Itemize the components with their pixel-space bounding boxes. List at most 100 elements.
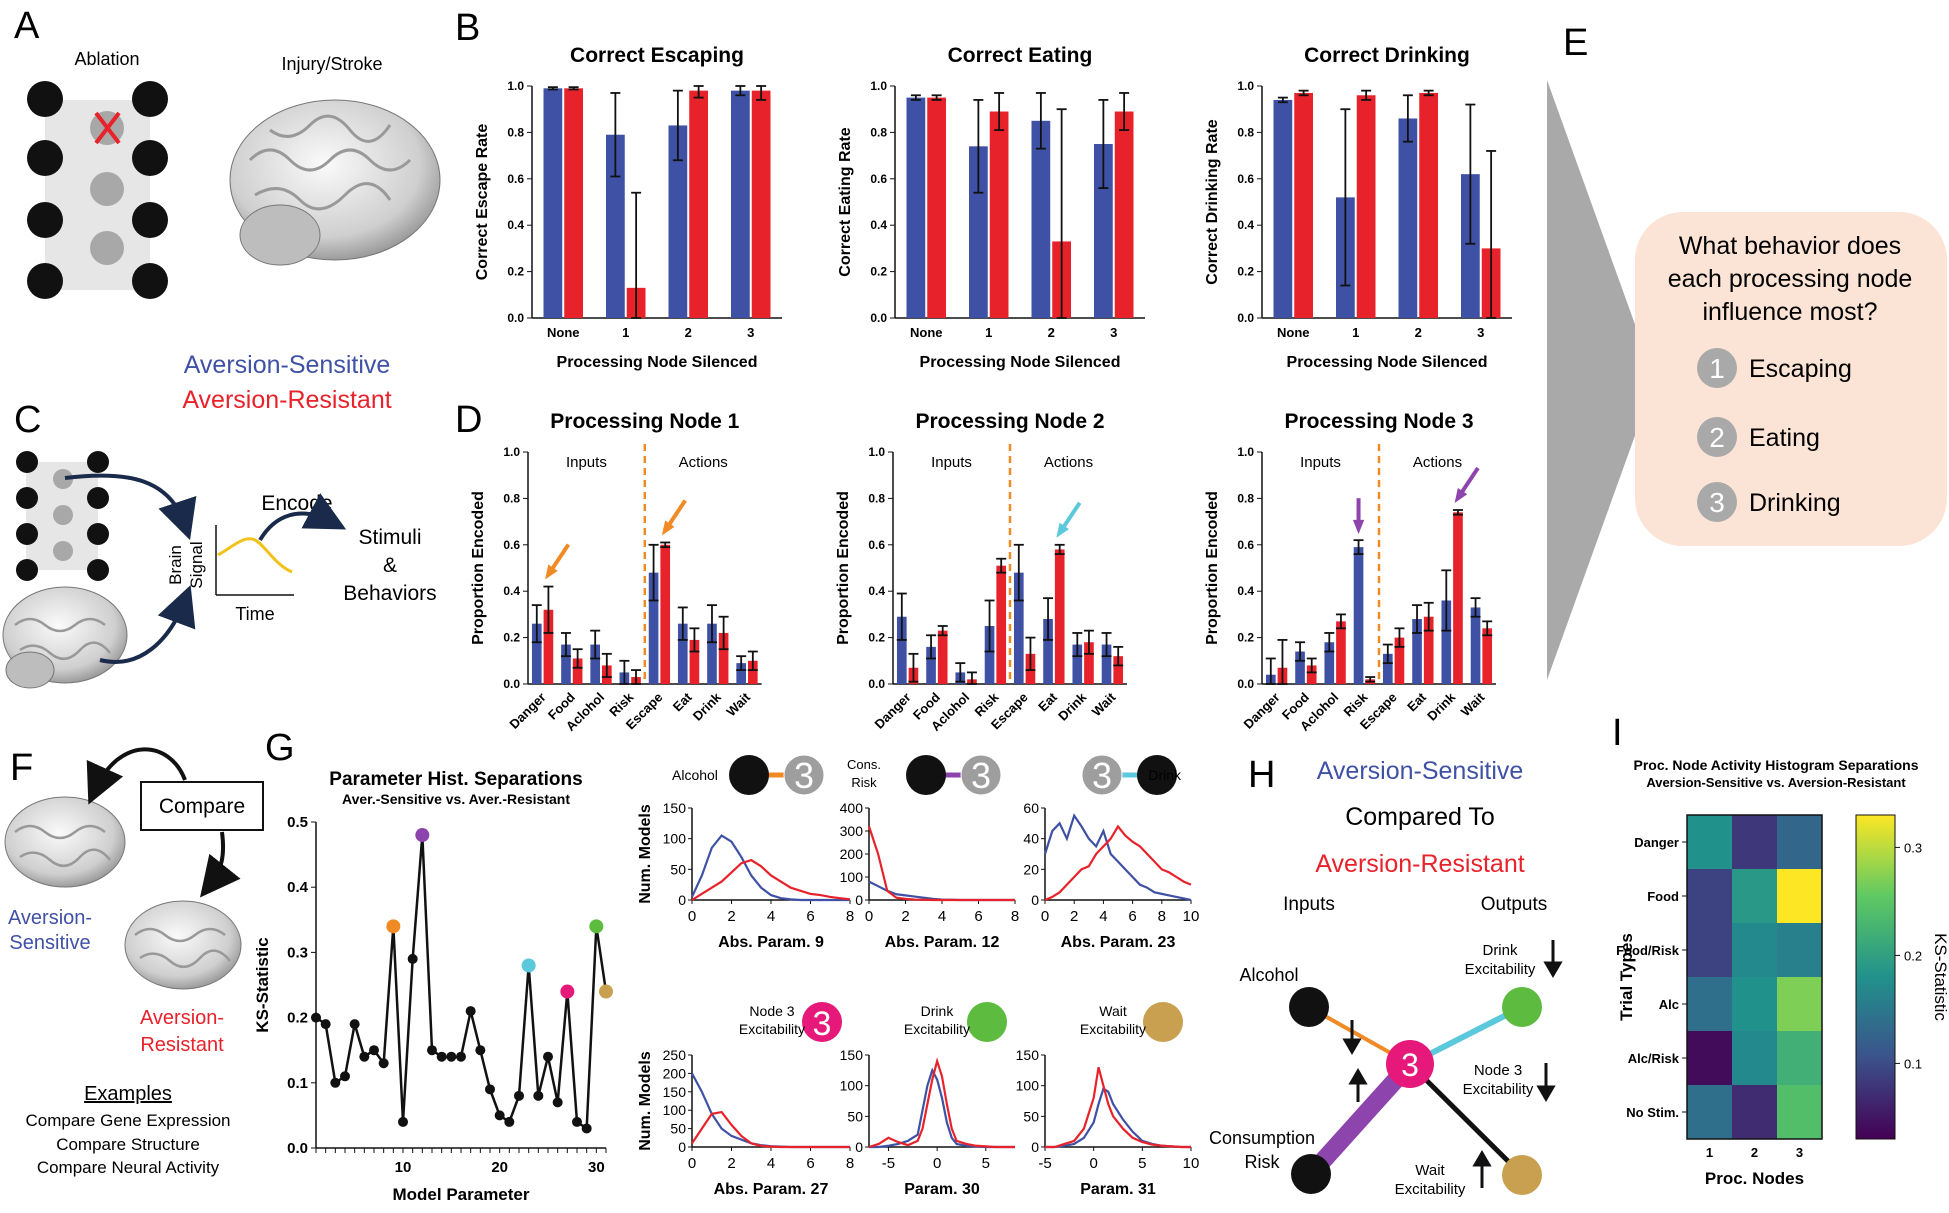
x-tick-label: 8 — [846, 1155, 854, 1172]
list-item: 3 Drinking — [1697, 482, 1841, 522]
node-number: 3 — [813, 1005, 832, 1043]
histogram-param-12: 0 100 200 300 400 0 2 4 6 8 Abs. Param. 12 3 Cons. Ri… — [840, 754, 1019, 951]
bar — [1419, 92, 1438, 319]
ablation-x-icon — [94, 111, 121, 145]
y-tick-label: 1.0 — [507, 79, 524, 93]
heatmap-cell — [1732, 977, 1777, 1031]
zoom-wedge — [1547, 80, 1655, 680]
resistant-label: Resistant — [140, 1034, 224, 1056]
arrow-network-to-signal — [64, 473, 197, 541]
data-point — [446, 1051, 457, 1062]
y-tick-label: 150 — [663, 800, 687, 816]
group-label: Inputs — [931, 454, 972, 471]
x-tick-label: 3 — [1477, 325, 1484, 340]
data-point — [340, 1071, 350, 1082]
y-tick-label: 150 — [840, 1047, 864, 1063]
y-tick-label: 0.0 — [870, 311, 887, 325]
legend-label: Excitability — [904, 1021, 970, 1037]
data-point — [521, 958, 536, 973]
bar — [1453, 512, 1463, 684]
arrow-head-icon — [661, 520, 675, 536]
bar — [689, 90, 708, 318]
y-tick-label: 0.0 — [1237, 311, 1254, 325]
y-tick-label: 0.2 — [503, 631, 520, 645]
heatmap-cell — [1732, 1031, 1777, 1085]
chart-title: Proc. Node Activity Histogram Separation… — [1634, 757, 1919, 773]
bar — [1470, 607, 1481, 684]
data-point — [415, 828, 430, 843]
node-circle — [802, 1002, 842, 1042]
down-arrow-icon — [1342, 1038, 1362, 1055]
panel-c: C Brain Signal Time Encode Stimuli — [2, 399, 437, 689]
x-axis-label: Abs. Param. 9 — [718, 934, 824, 951]
bar — [1394, 637, 1405, 684]
x-tick-label: 1 — [622, 325, 629, 340]
heatmap-cell — [1777, 977, 1822, 1031]
row-label: No Stim. — [1626, 1105, 1679, 1120]
stimuli-label: Stimuli — [358, 526, 421, 549]
arrow-brain-to-signal — [99, 585, 196, 664]
bar — [896, 616, 907, 684]
bar — [590, 644, 600, 684]
behaviors-label: Behaviors — [343, 582, 436, 605]
x-axis-label: Model Parameter — [393, 1185, 530, 1204]
brain-icon — [229, 99, 441, 266]
bar — [969, 146, 988, 318]
input-node — [27, 263, 63, 299]
histogram-param-23: 0 20 40 60 0 2 4 6 8 10 Abs. Param. 23 3 Drink — [1023, 754, 1199, 951]
data-point — [475, 1045, 486, 1056]
colorbar-tick-label: 0.2 — [1904, 948, 1922, 963]
signal-label: Signal — [187, 541, 206, 588]
examples-title: Examples — [84, 1083, 172, 1105]
y-axis-label: Correct Eating Rate — [837, 127, 854, 276]
y-tick-label: 100 — [663, 831, 687, 847]
example-item: Compare Gene Expression — [25, 1111, 230, 1130]
y-axis-label: Correct Drinking Rate — [1204, 119, 1221, 284]
y-tick-label: 0 — [1031, 892, 1039, 908]
y-tick-label: 0.6 — [507, 172, 524, 186]
heatmap-cell — [1687, 869, 1732, 923]
behavior-label: Escaping — [1749, 355, 1852, 383]
bar — [1423, 616, 1434, 684]
x-tick-label: 1 — [985, 325, 992, 340]
bar — [1482, 628, 1493, 684]
heatmap-cell — [1777, 1031, 1822, 1085]
x-tick-label: 1 — [1352, 325, 1359, 340]
x-tick-label: 0 — [1041, 908, 1049, 925]
processing-node — [90, 172, 124, 206]
x-tick-label: 10 — [395, 1159, 412, 1176]
output-node — [87, 487, 109, 509]
bar — [1441, 600, 1452, 684]
bar — [1356, 95, 1376, 318]
sensitive-label: Aversion-Sensitive — [1317, 757, 1524, 785]
heatmap-cell — [1732, 815, 1777, 869]
panel-letter-e: E — [1563, 22, 1588, 64]
x-axis-label: Processing Node Silenced — [557, 354, 758, 371]
ablation-label: Ablation — [74, 49, 139, 69]
x-tick-label: Drink — [1424, 689, 1459, 724]
down-arrow-icon — [1543, 961, 1563, 978]
drink-label: Drink — [1482, 942, 1518, 959]
node-circle — [967, 1002, 1007, 1042]
y-tick-label: 0.8 — [870, 125, 887, 139]
y-axis-label: Num. Models — [637, 804, 654, 904]
sensitive-line — [691, 834, 850, 902]
alcohol-node — [1289, 987, 1329, 1027]
wait-excitability-label: Excitability — [1395, 1181, 1466, 1198]
x-tick-label: 6 — [974, 908, 982, 925]
y-tick-label: 100 — [1016, 1078, 1040, 1094]
chart-title: Correct Eating — [948, 44, 1093, 67]
y-tick-label: 200 — [840, 846, 864, 862]
x-tick-label: 0 — [688, 1155, 696, 1172]
example-item: Compare Structure — [56, 1135, 200, 1154]
chart-title: Correct Drinking — [1304, 44, 1470, 67]
y-tick-label: 0.0 — [507, 311, 524, 325]
x-tick-label: 2 — [1048, 325, 1055, 340]
arrow-head-icon — [1352, 519, 1365, 535]
chart-processing-node-3: Processing Node 3 0.0 0.2 0.4 0.6 0.8 1.0 Propo… — [1204, 410, 1496, 734]
compare-label: Compare — [159, 795, 245, 818]
node-number: 3 — [1092, 755, 1112, 796]
y-tick-label: 0.4 — [507, 218, 524, 232]
x-tick-label: 5 — [982, 1155, 990, 1172]
alcohol-label: Alcohol — [1239, 965, 1298, 985]
